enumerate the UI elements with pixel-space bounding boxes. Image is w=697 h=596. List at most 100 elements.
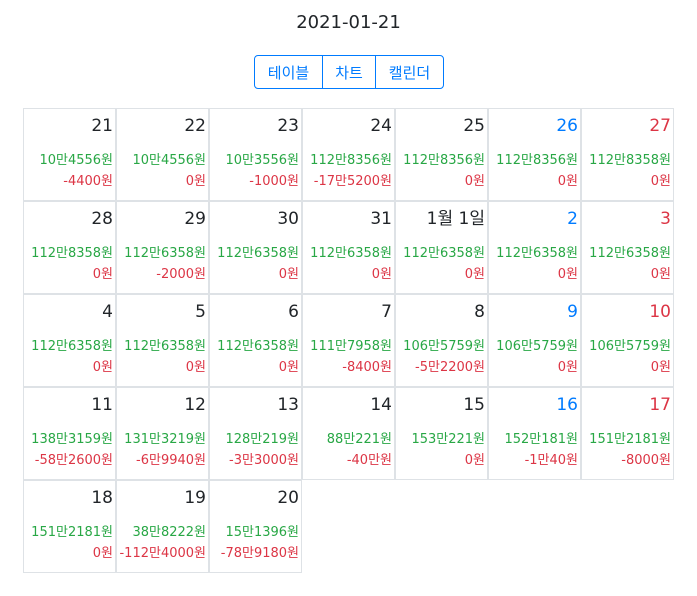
day-total-amount: 112만6358원 [496, 246, 578, 261]
day-change-amount: 0원 [278, 360, 299, 375]
day-total-amount: 112만6358원 [217, 339, 299, 354]
calendar-day-cell[interactable]: 8 106만5759원 -5만2200원 [395, 294, 488, 387]
calendar-view-button[interactable]: 캘린더 [375, 55, 444, 89]
day-change-amount: 0원 [92, 267, 113, 282]
calendar-day-cell[interactable]: 12 131만3219원 -6만9940원 [116, 387, 209, 480]
day-total-amount: 112만6358원 [589, 246, 671, 261]
calendar-day-cell[interactable]: 18 151만2181원 0원 [23, 480, 116, 573]
calendar-day-cell[interactable]: 13 128만219원 -3만3000원 [209, 387, 302, 480]
page-title: 2021-01-21 [296, 12, 401, 33]
day-number: 26 [556, 116, 578, 136]
calendar-day-cell[interactable]: 5 112만6358원 0원 [116, 294, 209, 387]
day-change-amount: -3만3000원 [229, 453, 299, 468]
calendar-day-cell[interactable]: 3 112만6358원 0원 [581, 201, 674, 294]
day-total-amount: 38만8222원 [132, 525, 206, 540]
day-number: 29 [184, 209, 206, 229]
calendar-day-cell[interactable]: 16 152만181원 -1만40원 [488, 387, 581, 480]
day-change-amount: 0원 [464, 267, 485, 282]
calendar-day-cell[interactable]: 15 153만221원 0원 [395, 387, 488, 480]
day-total-amount: 10만3556원 [225, 153, 299, 168]
day-total-amount: 112만6358원 [403, 246, 485, 261]
calendar-day-cell[interactable]: 7 111만7958원 -8400원 [302, 294, 395, 387]
day-change-amount: 0원 [371, 267, 392, 282]
day-number: 27 [649, 116, 671, 136]
day-number: 20 [277, 488, 299, 508]
day-number: 1월 1일 [426, 209, 485, 229]
day-total-amount: 138만3159원 [31, 432, 113, 447]
day-number: 31 [370, 209, 392, 229]
calendar-day-cell[interactable]: 17 151만2181원 -8000원 [581, 387, 674, 480]
day-change-amount: 0원 [557, 174, 578, 189]
day-change-amount: 0원 [464, 174, 485, 189]
day-number: 12 [184, 395, 206, 415]
day-total-amount: 152만181원 [504, 432, 578, 447]
day-change-amount: -4400원 [63, 174, 113, 189]
day-change-amount: 0원 [557, 267, 578, 282]
day-total-amount: 10만4556원 [39, 153, 113, 168]
calendar-day-cell[interactable]: 23 10만3556원 -1000원 [209, 108, 302, 201]
day-total-amount: 111만7958원 [310, 339, 392, 354]
day-change-amount: -17만5200원 [313, 174, 392, 189]
calendar-day-cell[interactable]: 21 10만4556원 -4400원 [23, 108, 116, 201]
day-total-amount: 131만3219원 [124, 432, 206, 447]
view-toggle-group: 테이블 차트 캘린더 [254, 55, 444, 89]
day-total-amount: 106만5759원 [403, 339, 485, 354]
day-total-amount: 112만8356원 [310, 153, 392, 168]
day-total-amount: 112만6358원 [124, 339, 206, 354]
calendar-day-cell[interactable]: 29 112만6358원 -2000원 [116, 201, 209, 294]
day-change-amount: -40만원 [346, 453, 392, 468]
calendar-day-cell[interactable]: 4 112만6358원 0원 [23, 294, 116, 387]
day-change-amount: 0원 [557, 360, 578, 375]
day-number: 4 [102, 302, 113, 322]
calendar-day-cell[interactable]: 22 10만4556원 0원 [116, 108, 209, 201]
calendar-day-cell[interactable]: 9 106만5759원 0원 [488, 294, 581, 387]
calendar-day-cell[interactable]: 6 112만6358원 0원 [209, 294, 302, 387]
day-number: 5 [195, 302, 206, 322]
day-total-amount: 15만1396원 [225, 525, 299, 540]
day-total-amount: 128만219원 [225, 432, 299, 447]
calendar-day-cell[interactable]: 24 112만8356원 -17만5200원 [302, 108, 395, 201]
calendar-day-cell[interactable]: 25 112만8356원 0원 [395, 108, 488, 201]
calendar-day-cell[interactable]: 19 38만8222원 -112만4000원 [116, 480, 209, 573]
calendar-day-cell[interactable]: 27 112만8358원 0원 [581, 108, 674, 201]
day-number: 13 [277, 395, 299, 415]
day-total-amount: 112만8358원 [589, 153, 671, 168]
calendar-day-cell[interactable]: 20 15만1396원 -78만9180원 [209, 480, 302, 573]
day-total-amount: 112만6358원 [310, 246, 392, 261]
calendar-day-cell[interactable]: 30 112만6358원 0원 [209, 201, 302, 294]
table-view-button[interactable]: 테이블 [254, 55, 323, 89]
day-number: 18 [91, 488, 113, 508]
calendar-day-cell[interactable]: 2 112만6358원 0원 [488, 201, 581, 294]
day-number: 10 [649, 302, 671, 322]
calendar-day-cell[interactable]: 31 112만6358원 0원 [302, 201, 395, 294]
calendar-day-cell[interactable]: 10 106만5759원 0원 [581, 294, 674, 387]
day-change-amount: -58만2600원 [34, 453, 113, 468]
day-change-amount: -1000원 [249, 174, 299, 189]
day-number: 8 [474, 302, 485, 322]
day-change-amount: 0원 [92, 360, 113, 375]
calendar-day-cell[interactable]: 14 88만221원 -40만원 [302, 387, 395, 480]
day-change-amount: -6만9940원 [136, 453, 206, 468]
day-change-amount: -112만4000원 [119, 546, 206, 561]
day-number: 25 [463, 116, 485, 136]
day-number: 23 [277, 116, 299, 136]
chart-view-button[interactable]: 차트 [322, 55, 376, 89]
day-number: 9 [567, 302, 578, 322]
day-number: 24 [370, 116, 392, 136]
day-number: 19 [184, 488, 206, 508]
calendar-day-cell[interactable]: 11 138만3159원 -58만2600원 [23, 387, 116, 480]
day-total-amount: 112만6358원 [217, 246, 299, 261]
day-total-amount: 112만8356원 [403, 153, 485, 168]
day-change-amount: -2000원 [156, 267, 206, 282]
day-change-amount: 0원 [650, 174, 671, 189]
day-change-amount: 0원 [185, 174, 206, 189]
day-change-amount: -8000원 [621, 453, 671, 468]
day-total-amount: 112만8356원 [496, 153, 578, 168]
day-number: 16 [556, 395, 578, 415]
calendar-day-cell[interactable]: 26 112만8356원 0원 [488, 108, 581, 201]
day-total-amount: 151만2181원 [589, 432, 671, 447]
calendar-day-cell[interactable]: 28 112만8358원 0원 [23, 201, 116, 294]
day-total-amount: 10만4556원 [132, 153, 206, 168]
calendar-day-cell[interactable]: 1월 1일 112만6358원 0원 [395, 201, 488, 294]
day-total-amount: 106만5759원 [496, 339, 578, 354]
